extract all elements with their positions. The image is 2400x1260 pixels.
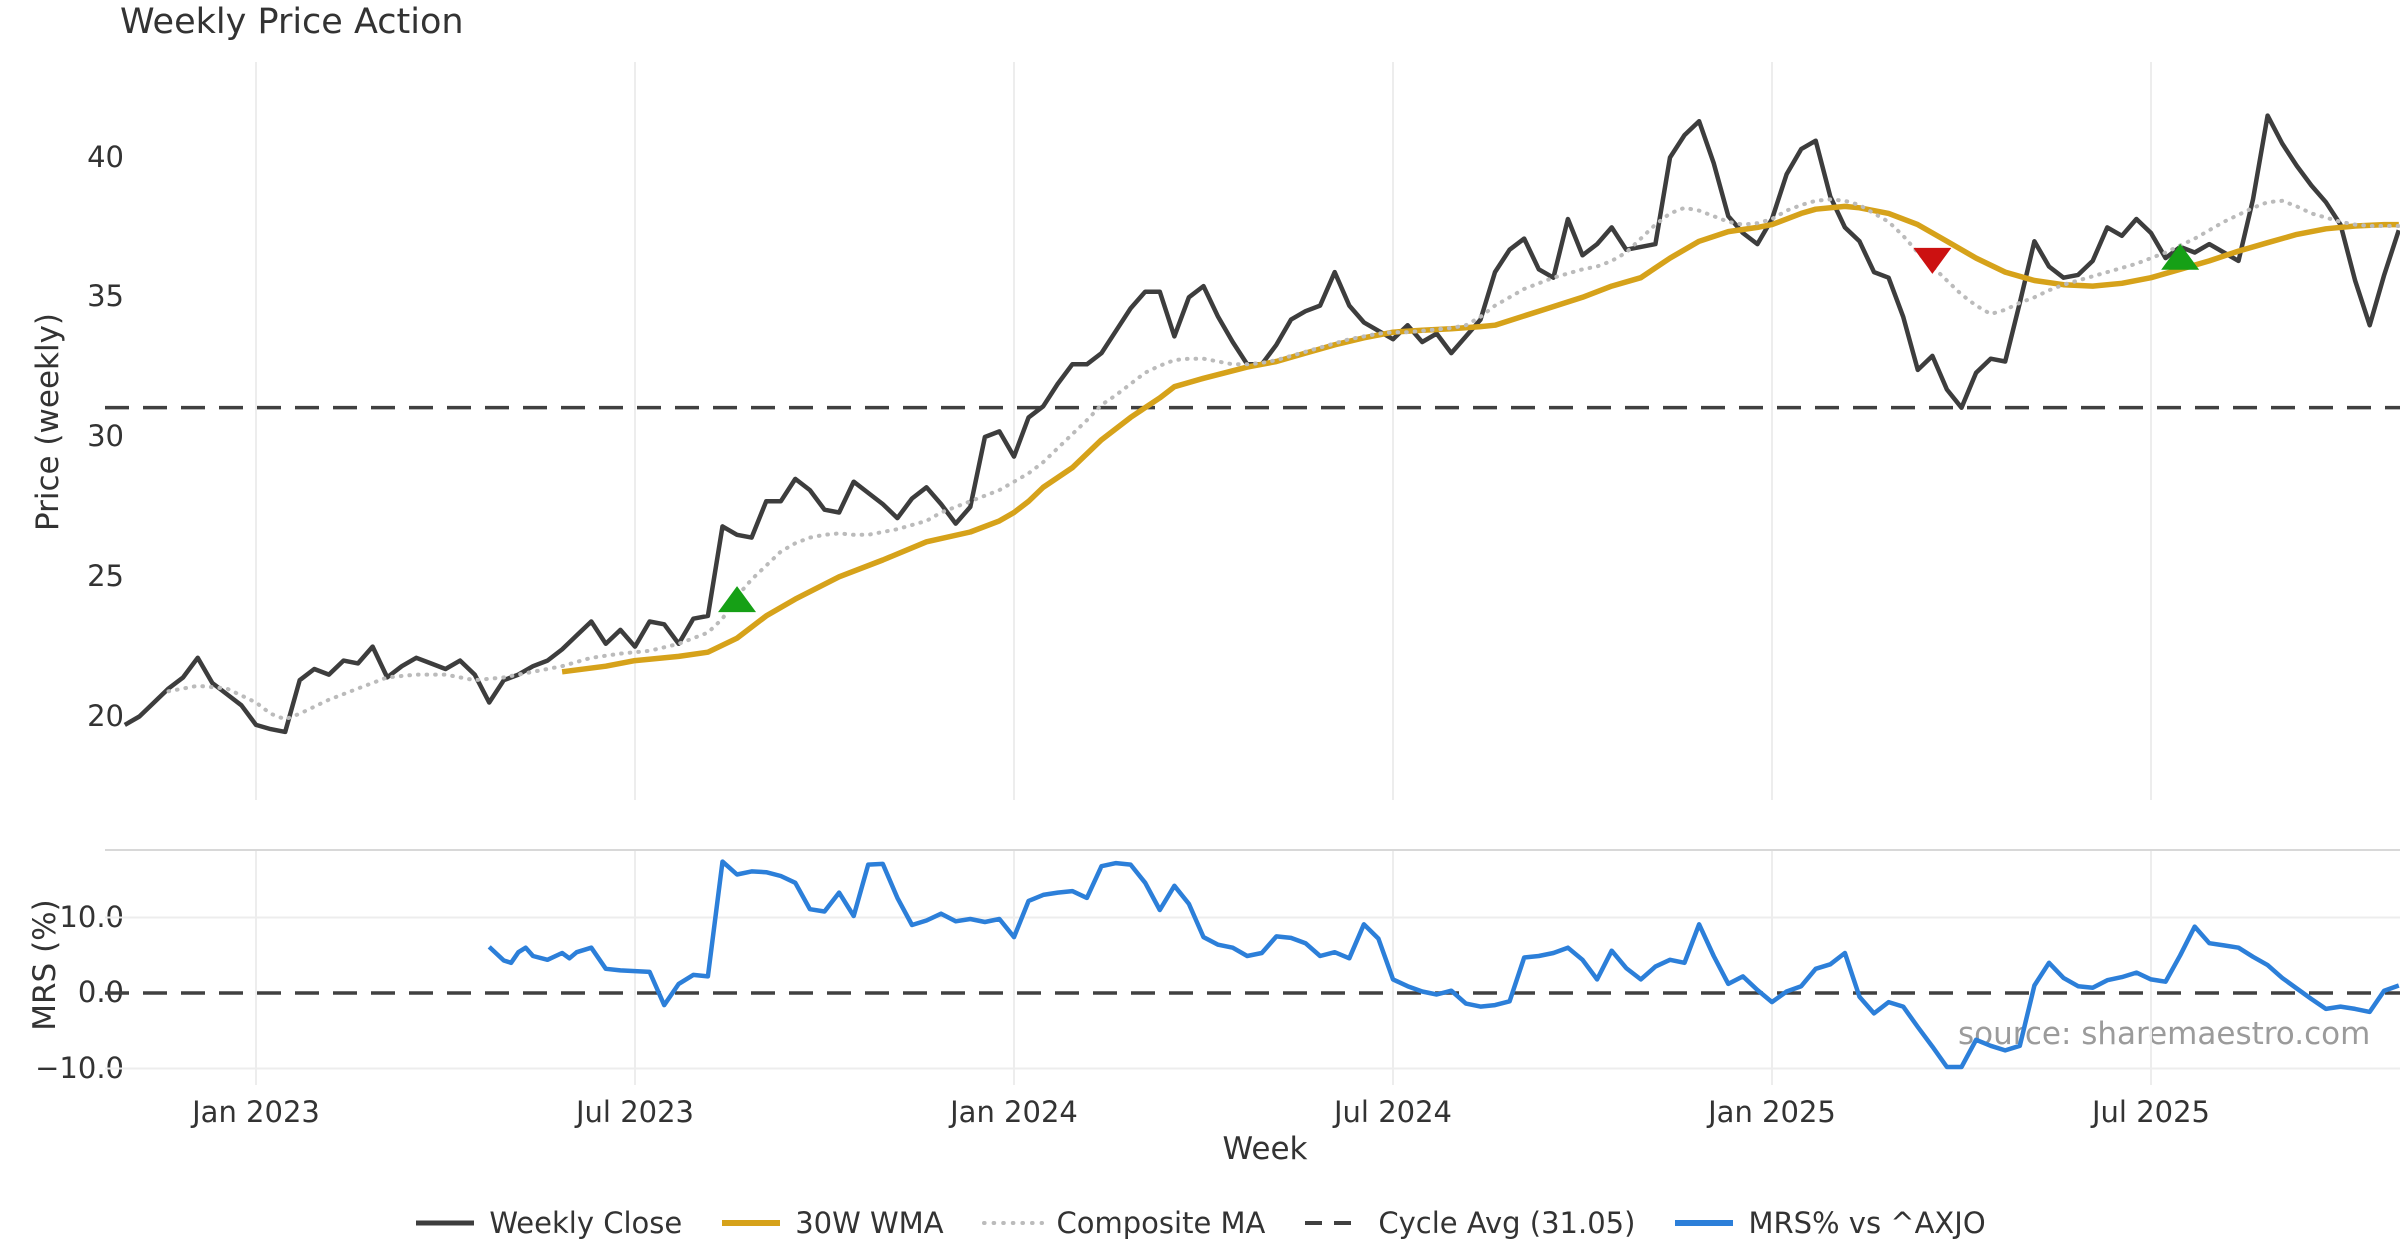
price-tick-20: 20 bbox=[87, 698, 124, 733]
x-tick-Jan-2025: Jan 2025 bbox=[1708, 1095, 1836, 1129]
legend-item-weekly-close: Weekly Close bbox=[414, 1206, 682, 1240]
legend-item-composite-ma: Composite MA bbox=[981, 1206, 1266, 1240]
buy-signal-marker-1 bbox=[718, 586, 757, 613]
legend-label: Cycle Avg (31.05) bbox=[1378, 1206, 1636, 1240]
buy-signal-marker-2 bbox=[2161, 243, 2200, 270]
legend-swatch bbox=[981, 1221, 1044, 1225]
legend-item-cycle-avg-31-05-: Cycle Avg (31.05) bbox=[1303, 1206, 1635, 1240]
legend-swatch bbox=[722, 1220, 781, 1226]
chart-legend: Weekly Close 30W WMA Composite MA Cycle Avg… bbox=[0, 1206, 2400, 1240]
legend-item-mrs-vs-axjo: MRS% vs ^AXJO bbox=[1673, 1206, 1986, 1240]
legend-label: Composite MA bbox=[1056, 1206, 1266, 1240]
legend-label: 30W WMA bbox=[795, 1206, 944, 1240]
price-tick-40: 40 bbox=[87, 139, 124, 174]
legend-item-30w-wma: 30W WMA bbox=[720, 1206, 944, 1240]
price-tick-25: 25 bbox=[87, 558, 124, 593]
x-tick-Jul-2025: Jul 2025 bbox=[2091, 1095, 2210, 1129]
series-30w-wma bbox=[561, 203, 2399, 675]
x-tick-Jul-2024: Jul 2024 bbox=[1333, 1095, 1452, 1129]
legend-label: MRS% vs ^AXJO bbox=[1748, 1206, 1986, 1240]
legend-swatch bbox=[416, 1220, 475, 1226]
series-mrs-vs-axjo bbox=[487, 859, 2400, 1070]
legend-swatch bbox=[1305, 1221, 1364, 1225]
series-composite-ma bbox=[166, 197, 2400, 722]
legend-swatch bbox=[1675, 1220, 1734, 1226]
chart-title: Weekly Price Action bbox=[120, 2, 464, 42]
x-axis-label: Week bbox=[1222, 1131, 1308, 1167]
series-weekly-close bbox=[123, 113, 2400, 735]
legend-label: Weekly Close bbox=[489, 1206, 683, 1240]
price-tick-35: 35 bbox=[87, 279, 124, 314]
x-tick-Jul-2023: Jul 2023 bbox=[575, 1095, 694, 1129]
price-tick-30: 30 bbox=[87, 419, 124, 453]
x-tick-Jan-2023: Jan 2023 bbox=[192, 1095, 320, 1129]
x-tick-Jan-2024: Jan 2024 bbox=[950, 1095, 1078, 1129]
sell-signal-marker-1 bbox=[1913, 247, 1952, 274]
